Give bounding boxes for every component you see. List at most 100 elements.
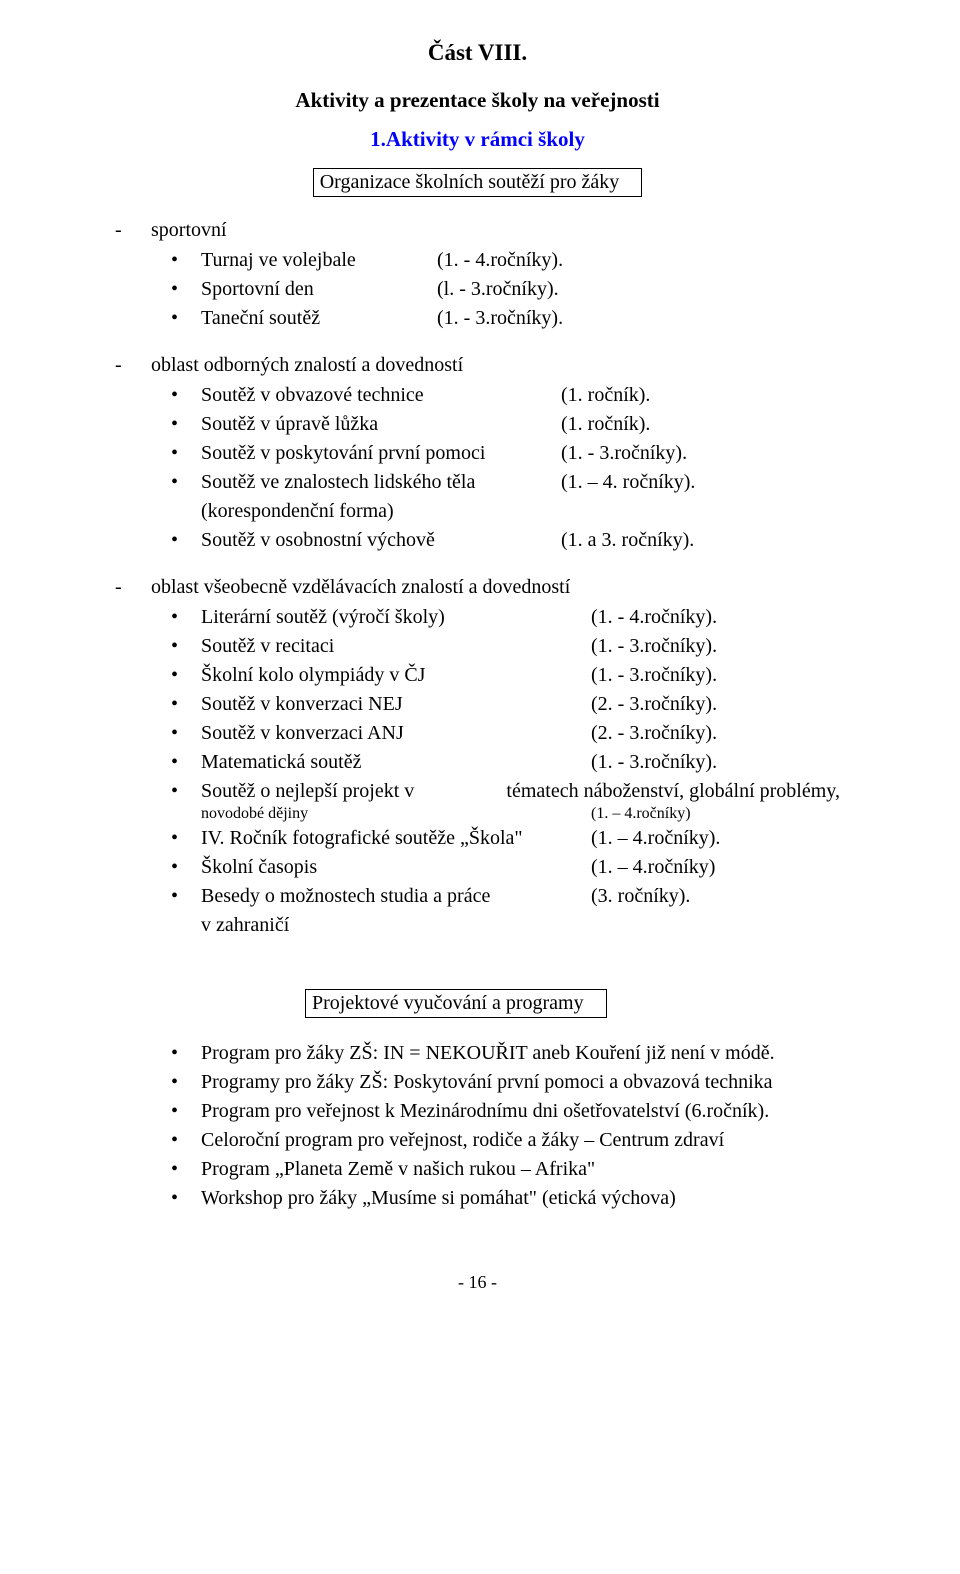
list-item: •Taneční soutěž(1. - 3.ročníky).	[171, 305, 840, 332]
long-text-b: tématech náboženství, globální problémy,	[506, 778, 840, 805]
list-item: •Soutěž ve znalostech lidského těla(1. –…	[171, 469, 840, 496]
item-value: (1. ročník).	[561, 382, 650, 409]
bullet-icon: •	[171, 1098, 201, 1125]
box1-wrap: Organizace školních soutěží pro žáky	[115, 168, 840, 197]
item-label: Soutěž v konverzaci ANJ	[201, 720, 591, 747]
program-item: •Programy pro žáky ZŠ: Poskytování první…	[171, 1069, 840, 1096]
program-text: Program „Planeta Země v našich rukou – A…	[201, 1156, 840, 1183]
item-value: (1. - 3.ročníky).	[591, 662, 717, 689]
box1: Organizace školních soutěží pro žáky	[313, 168, 643, 197]
item-value: (2. - 3.ročníky).	[591, 691, 717, 718]
item-label: Soutěž v úpravě lůžka	[201, 411, 561, 438]
item-label: Soutěž v obvazové technice	[201, 382, 561, 409]
subtitle: Aktivity a prezentace školy na veřejnost…	[115, 88, 840, 113]
bullet-icon: •	[171, 825, 201, 852]
list-item: •Soutěž v úpravě lůžka(1. ročník).	[171, 411, 840, 438]
bullet-icon: •	[171, 854, 201, 881]
bullet-icon: •	[171, 1185, 201, 1212]
long-line2-a: novodobé dějiny	[201, 805, 591, 823]
bullet-icon: •	[171, 469, 201, 496]
program-text: Program pro veřejnost k Mezinárodnímu dn…	[201, 1098, 840, 1125]
group-head: oblast odborných znalostí a dovedností	[151, 352, 840, 379]
bullet-icon: •	[171, 749, 201, 776]
item-value: (1. – 4.ročníky).	[591, 825, 720, 852]
item-label: Školní časopis	[201, 854, 591, 881]
program-item: •Program „Planeta Země v našich rukou – …	[171, 1156, 840, 1183]
item-label: Besedy o možnostech studia a práce	[201, 883, 591, 910]
bullet-icon: •	[171, 1069, 201, 1096]
bullet-icon: •	[171, 691, 201, 718]
list-item: •Besedy o možnostech studia a práce(3. r…	[171, 883, 840, 910]
list-item: •Soutěž v konverzaci NEJ(2. - 3.ročníky)…	[171, 691, 840, 718]
dash-icon: -	[115, 574, 151, 604]
item-label: Taneční soutěž	[201, 305, 437, 332]
item-value: (1. - 4.ročníky).	[437, 247, 563, 274]
list-item: •Soutěž v osobnostní výchově(1. a 3. roč…	[171, 527, 840, 554]
item-label: Školní kolo olympiády v ČJ	[201, 662, 591, 689]
program-text: Celoroční program pro veřejnost, rodiče …	[201, 1127, 840, 1154]
long-text-a: Soutěž o nejlepší projekt v	[201, 778, 414, 805]
bullet-icon: •	[171, 440, 201, 467]
title: Část VIII.	[115, 40, 840, 66]
group-head: oblast všeobecně vzdělávacích znalostí a…	[151, 574, 840, 601]
item-value: (1. – 4.ročníky)	[591, 854, 715, 881]
list-item: •Soutěž v obvazové technice(1. ročník).	[171, 382, 840, 409]
bullet-icon: •	[171, 633, 201, 660]
list-item-continuation: (korespondenční forma)	[171, 498, 840, 525]
list-item: •Soutěž v konverzaci ANJ(2. - 3.ročníky)…	[171, 720, 840, 747]
item-value: (1. - 3.ročníky).	[437, 305, 563, 332]
item-label: Soutěž v konverzaci NEJ	[201, 691, 591, 718]
group-odborne: - oblast odborných znalostí a dovedností	[115, 352, 840, 382]
item-label: IV. Ročník fotografické soutěže „Škola"	[201, 825, 591, 852]
item-label: Soutěž ve znalostech lidského těla	[201, 469, 561, 496]
bullet-icon: •	[171, 1156, 201, 1183]
box2-wrap: Projektové vyučování a programy	[305, 989, 840, 1018]
page: Část VIII. Aktivity a prezentace školy n…	[0, 0, 960, 1574]
item-value: (3. ročníky).	[591, 883, 690, 910]
item-value: (1. - 4.ročníky).	[591, 604, 717, 631]
program-text: Workshop pro žáky „Musíme si pomáhat" (e…	[201, 1185, 840, 1212]
bullet-icon: •	[171, 778, 201, 823]
list-item-continuation: v zahraničí	[171, 912, 840, 939]
list-item: •Soutěž v poskytování první pomoci(1. - …	[171, 440, 840, 467]
bullet-icon: •	[171, 411, 201, 438]
page-footer: - 16 -	[115, 1272, 840, 1293]
list-item: •Sportovní den(l. - 3.ročníky).	[171, 276, 840, 303]
program-item: •Workshop pro žáky „Musíme si pomáhat" (…	[171, 1185, 840, 1212]
item-value: (1. a 3. ročníky).	[561, 527, 694, 554]
item-label: Soutěž v osobnostní výchově	[201, 527, 561, 554]
dash-icon: -	[115, 217, 151, 247]
list-item: •Literární soutěž (výročí školy)(1. - 4.…	[171, 604, 840, 631]
item-label: v zahraničí	[201, 912, 840, 939]
bullet-icon: •	[171, 604, 201, 631]
item-value: (l. - 3.ročníky).	[437, 276, 559, 303]
list-item: •IV. Ročník fotografické soutěže „Škola"…	[171, 825, 840, 852]
bullet-icon: •	[171, 305, 201, 332]
bullet-icon: •	[171, 662, 201, 689]
program-text: Program pro žáky ZŠ: IN = NEKOUŘIT aneb …	[201, 1040, 840, 1067]
bullet-spacer	[171, 912, 201, 939]
bullet-spacer	[171, 498, 201, 525]
item-value: (1. – 4. ročníky).	[561, 469, 695, 496]
item-label: (korespondenční forma)	[201, 498, 840, 525]
group-sportovni: - sportovní	[115, 217, 840, 247]
bullet-icon: •	[171, 276, 201, 303]
list-item: •Školní kolo olympiády v ČJ(1. - 3.roční…	[171, 662, 840, 689]
program-item: •Program pro žáky ZŠ: IN = NEKOUŘIT aneb…	[171, 1040, 840, 1067]
list-item: •Matematická soutěž(1. - 3.ročníky).	[171, 749, 840, 776]
item-label: Matematická soutěž	[201, 749, 591, 776]
list-item: •Turnaj ve volejbale(1. - 4.ročníky).	[171, 247, 840, 274]
item-value: (2. - 3.ročníky).	[591, 720, 717, 747]
program-item: •Celoroční program pro veřejnost, rodiče…	[171, 1127, 840, 1154]
bullet-icon: •	[171, 883, 201, 910]
item-value: (1. - 3.ročníky).	[561, 440, 687, 467]
list-item: •Školní časopis(1. – 4.ročníky)	[171, 854, 840, 881]
bullet-icon: •	[171, 382, 201, 409]
item-value: (1. - 3.ročníky).	[591, 633, 717, 660]
bullet-icon: •	[171, 1040, 201, 1067]
item-label: Soutěž v poskytování první pomoci	[201, 440, 561, 467]
item-value: (1. ročník).	[561, 411, 650, 438]
list-item: • Soutěž o nejlepší projekt v tématech n…	[171, 778, 840, 823]
bullet-icon: •	[171, 247, 201, 274]
item-label: Sportovní den	[201, 276, 437, 303]
